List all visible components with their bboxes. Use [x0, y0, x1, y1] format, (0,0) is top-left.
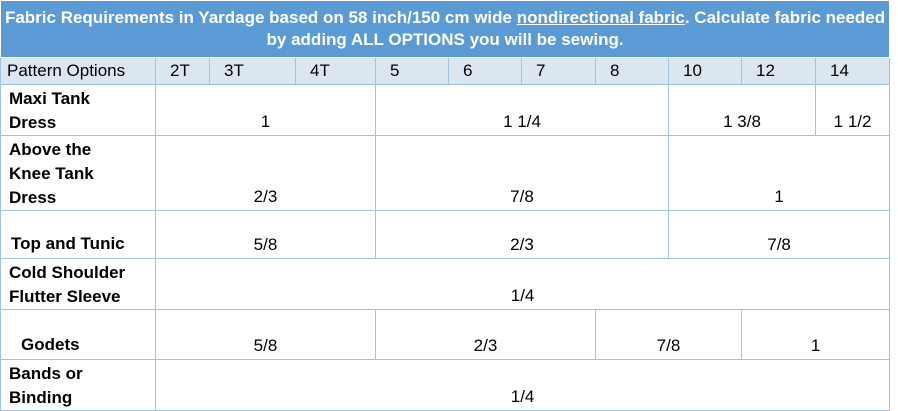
value-cell: 1 — [740, 309, 891, 360]
value-cell: 2/3 — [155, 135, 376, 211]
row-label-cell: Cold Shoulder Flutter Sleeve — [0, 258, 156, 310]
table-row: Godets 5/8 2/3 7/8 1 — [0, 309, 891, 360]
table-row: Bands or Binding 1/4 — [0, 359, 891, 411]
header-cell: 5 — [375, 57, 449, 85]
title-text: . Calculate fabric needed by adding ALL … — [266, 8, 886, 49]
value-cell: 1 1/2 — [814, 84, 891, 136]
row-label-cell: Top and Tunic — [0, 210, 156, 259]
header-cell: 8 — [595, 57, 669, 85]
value-cell: 1 3/8 — [668, 84, 816, 136]
row-label-cell: Maxi Tank Dress — [0, 84, 156, 136]
header-cell: 10 — [668, 57, 742, 85]
table-row: Above the Knee Tank Dress 2/3 7/8 1 — [0, 135, 891, 211]
row-label: Bands or Binding — [9, 364, 83, 407]
row-label: Maxi Tank Dress — [9, 89, 90, 132]
value-cell: 2/3 — [375, 309, 596, 360]
value-cell: 5/8 — [155, 210, 376, 259]
header-cell: 3T — [209, 57, 296, 85]
header-cell: 14 — [814, 57, 891, 85]
header-cell: Pattern Options — [0, 57, 156, 85]
row-label: Top and Tunic — [11, 234, 125, 253]
value-cell: 1/4 — [154, 258, 891, 310]
table-row: Maxi Tank Dress 1 1 1/4 1 3/8 1 1/2 — [0, 84, 891, 136]
row-label: Godets — [21, 335, 80, 354]
row-label: Cold Shoulder Flutter Sleeve — [9, 263, 126, 306]
value-cell: 7/8 — [595, 309, 742, 360]
title: Fabric Requirements in Yardage based on … — [0, 0, 891, 58]
header-cell: 7 — [521, 57, 596, 85]
value-cell: 5/8 — [155, 309, 376, 360]
title-row: Fabric Requirements in Yardage based on … — [0, 0, 891, 58]
title-text: Fabric Requirements in Yardage based on … — [4, 8, 517, 27]
title-underlined: nondirectional fabric — [516, 8, 685, 27]
value-cell: 1 — [667, 135, 891, 211]
header-row: Pattern Options 2T 3T 4T 5 6 7 8 10 12 14 — [0, 57, 891, 85]
header-cell: 2T — [155, 57, 210, 85]
header-cell: 12 — [741, 57, 816, 85]
value-cell: 1/4 — [154, 359, 891, 411]
value-cell: 7/8 — [375, 135, 669, 211]
value-cell: 1 — [155, 84, 376, 136]
header-cell: 6 — [448, 57, 522, 85]
value-cell: 1 1/4 — [375, 84, 669, 136]
row-label: Above the Knee Tank Dress — [9, 140, 94, 207]
value-cell: 7/8 — [667, 210, 891, 259]
table-row: Top and Tunic 5/8 2/3 7/8 — [0, 210, 891, 259]
row-label-cell: Godets — [0, 309, 156, 360]
value-cell: 2/3 — [375, 210, 669, 259]
row-label-cell: Above the Knee Tank Dress — [0, 135, 156, 211]
header-cell: 4T — [295, 57, 376, 85]
row-label-cell: Bands or Binding — [0, 359, 156, 411]
table-row: Cold Shoulder Flutter Sleeve 1/4 — [0, 258, 891, 310]
